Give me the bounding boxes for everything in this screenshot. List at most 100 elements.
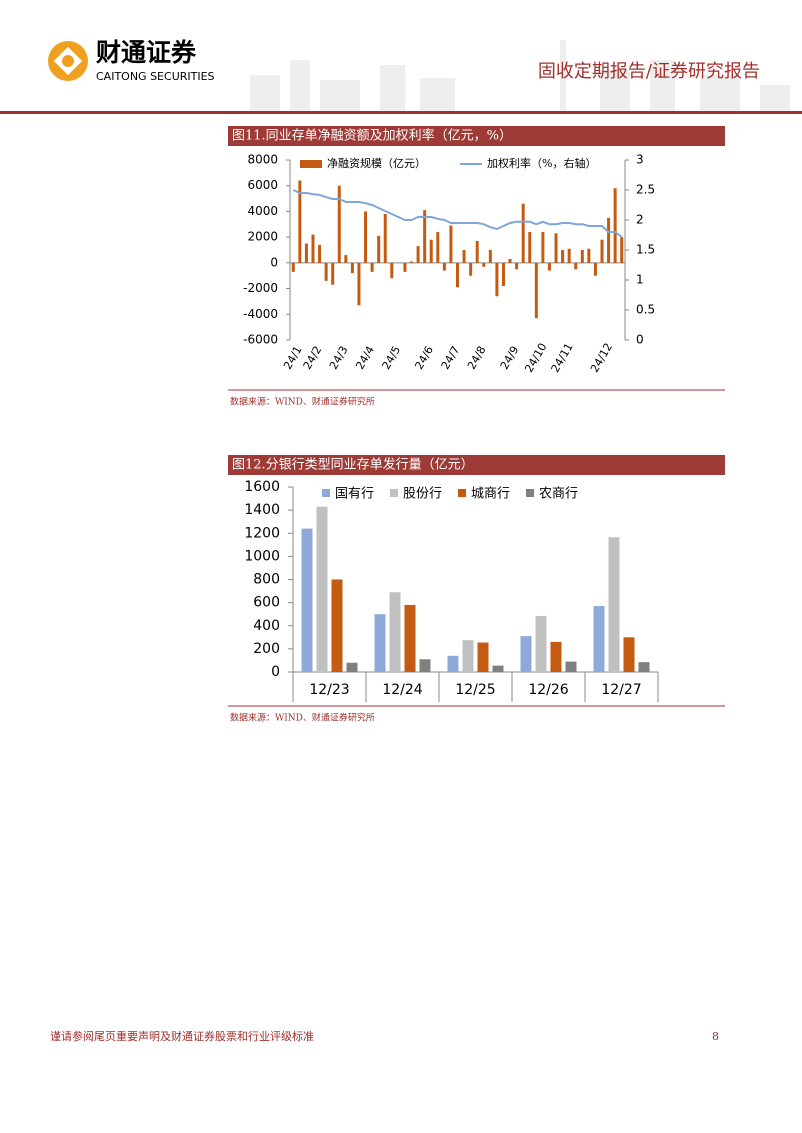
legend-swatch bbox=[300, 160, 322, 168]
y-tick-label: 2000 bbox=[247, 230, 278, 244]
page-number: 8 bbox=[712, 1030, 719, 1043]
y-tick-label: 6000 bbox=[247, 178, 278, 192]
y-tick-label: 400 bbox=[253, 618, 280, 634]
bar bbox=[561, 250, 565, 263]
legend-swatch bbox=[322, 489, 330, 497]
skyline bbox=[250, 40, 790, 112]
y-tick-label: 200 bbox=[253, 641, 280, 657]
bar bbox=[475, 241, 479, 263]
bar bbox=[620, 237, 624, 263]
bar bbox=[301, 528, 313, 672]
source: 数据来源：WIND、财通证券研究所 bbox=[230, 396, 375, 408]
bar bbox=[495, 262, 499, 297]
bar bbox=[554, 233, 558, 263]
x-tick-label: 24/4 bbox=[353, 344, 377, 372]
bar bbox=[547, 262, 551, 271]
brand: 财通证券 bbox=[96, 38, 197, 67]
bar bbox=[416, 246, 420, 263]
bar bbox=[587, 248, 591, 263]
x-tick-label: 24/2 bbox=[301, 344, 325, 372]
bar bbox=[316, 506, 328, 672]
logo bbox=[48, 41, 88, 81]
bar bbox=[364, 211, 368, 263]
x-tick-label: 24/5 bbox=[380, 344, 404, 372]
bar bbox=[331, 579, 343, 672]
legend-label: 加权利率（%，右轴） bbox=[487, 156, 596, 170]
y-tick-label: -4000 bbox=[243, 307, 278, 321]
figure-title: 图12.分银行类型同业存单发行量（亿元） bbox=[232, 457, 474, 473]
bar bbox=[311, 234, 315, 263]
x-tick-label: 24/11 bbox=[549, 341, 576, 375]
legend-label: 净融资规模（亿元） bbox=[327, 156, 426, 170]
bar bbox=[331, 262, 335, 285]
y-tick-label: 800 bbox=[253, 572, 280, 588]
bar bbox=[607, 217, 611, 263]
brand-en: CAITONG SECURITIES bbox=[96, 70, 215, 83]
bar bbox=[350, 262, 354, 274]
figure-title-bar bbox=[228, 126, 725, 146]
bar bbox=[374, 614, 386, 672]
header-rule bbox=[0, 111, 802, 114]
bar bbox=[521, 203, 525, 263]
bar bbox=[520, 636, 532, 672]
legend-swatch bbox=[458, 489, 466, 497]
bar bbox=[482, 262, 486, 267]
y-tick-label: 4000 bbox=[247, 204, 278, 218]
bar bbox=[449, 225, 453, 263]
bar bbox=[477, 642, 489, 672]
bar bbox=[462, 640, 474, 672]
bar bbox=[492, 665, 504, 672]
legend-swatch bbox=[390, 489, 398, 497]
y-tick-label: -6000 bbox=[243, 333, 278, 347]
bar bbox=[638, 662, 650, 672]
x-tick-label: 12/23 bbox=[309, 682, 349, 698]
bar bbox=[515, 262, 519, 270]
bar bbox=[534, 262, 538, 319]
x-tick-label: 24/8 bbox=[465, 344, 489, 372]
source: 数据来源：WIND、财通证券研究所 bbox=[230, 712, 375, 724]
bar bbox=[346, 662, 358, 672]
bar bbox=[608, 537, 620, 672]
bar bbox=[550, 641, 562, 672]
x-tick-label: 12/27 bbox=[601, 682, 641, 698]
bar bbox=[501, 262, 505, 286]
y-tick-label: 8000 bbox=[247, 153, 278, 167]
bar bbox=[403, 262, 407, 272]
bar bbox=[593, 262, 597, 276]
bar bbox=[469, 262, 473, 276]
bar bbox=[508, 259, 512, 263]
bar bbox=[410, 261, 414, 263]
y-tick-label: -2000 bbox=[243, 281, 278, 295]
bar bbox=[324, 262, 328, 281]
bar bbox=[318, 244, 322, 263]
bar bbox=[488, 250, 492, 263]
bar bbox=[567, 248, 571, 263]
y2-tick-label: 2.5 bbox=[636, 183, 655, 197]
report-type: 固收定期报告/证券研究报告 bbox=[538, 61, 760, 82]
x-tick-label: 12/25 bbox=[455, 682, 495, 698]
y-tick-label: 0 bbox=[270, 255, 278, 269]
bar bbox=[404, 604, 416, 672]
legend-label: 股份行 bbox=[403, 487, 442, 502]
bar bbox=[291, 262, 295, 272]
y-tick-label: 1600 bbox=[244, 479, 280, 495]
rate-line bbox=[292, 189, 623, 238]
bar bbox=[447, 655, 459, 672]
legend-label: 国有行 bbox=[335, 487, 374, 502]
x-tick-label: 24/12 bbox=[588, 341, 615, 375]
bar bbox=[600, 239, 604, 263]
bar bbox=[541, 232, 545, 263]
bar bbox=[389, 592, 401, 672]
bar bbox=[462, 250, 466, 263]
y2-tick-label: 1 bbox=[636, 273, 644, 287]
y-tick-label: 1000 bbox=[244, 548, 280, 564]
x-tick-label: 24/6 bbox=[412, 344, 436, 372]
bar bbox=[593, 606, 605, 672]
bar bbox=[390, 262, 394, 279]
bar bbox=[298, 180, 302, 263]
bar bbox=[456, 262, 459, 288]
figure-title-bar bbox=[228, 455, 725, 475]
x-tick-label: 24/9 bbox=[498, 344, 522, 372]
legend-label: 城商行 bbox=[471, 487, 510, 502]
